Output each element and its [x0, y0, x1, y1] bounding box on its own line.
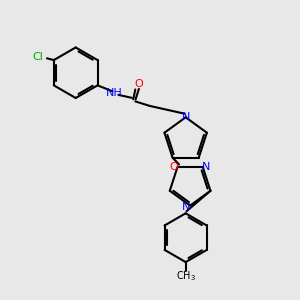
Text: N: N	[182, 112, 190, 122]
Text: NH: NH	[106, 88, 122, 98]
Text: CH$_3$: CH$_3$	[176, 269, 196, 283]
Text: N: N	[202, 162, 211, 172]
Text: O: O	[169, 162, 178, 172]
Text: Cl: Cl	[32, 52, 44, 62]
Text: O: O	[135, 79, 144, 88]
Text: N: N	[182, 202, 190, 212]
